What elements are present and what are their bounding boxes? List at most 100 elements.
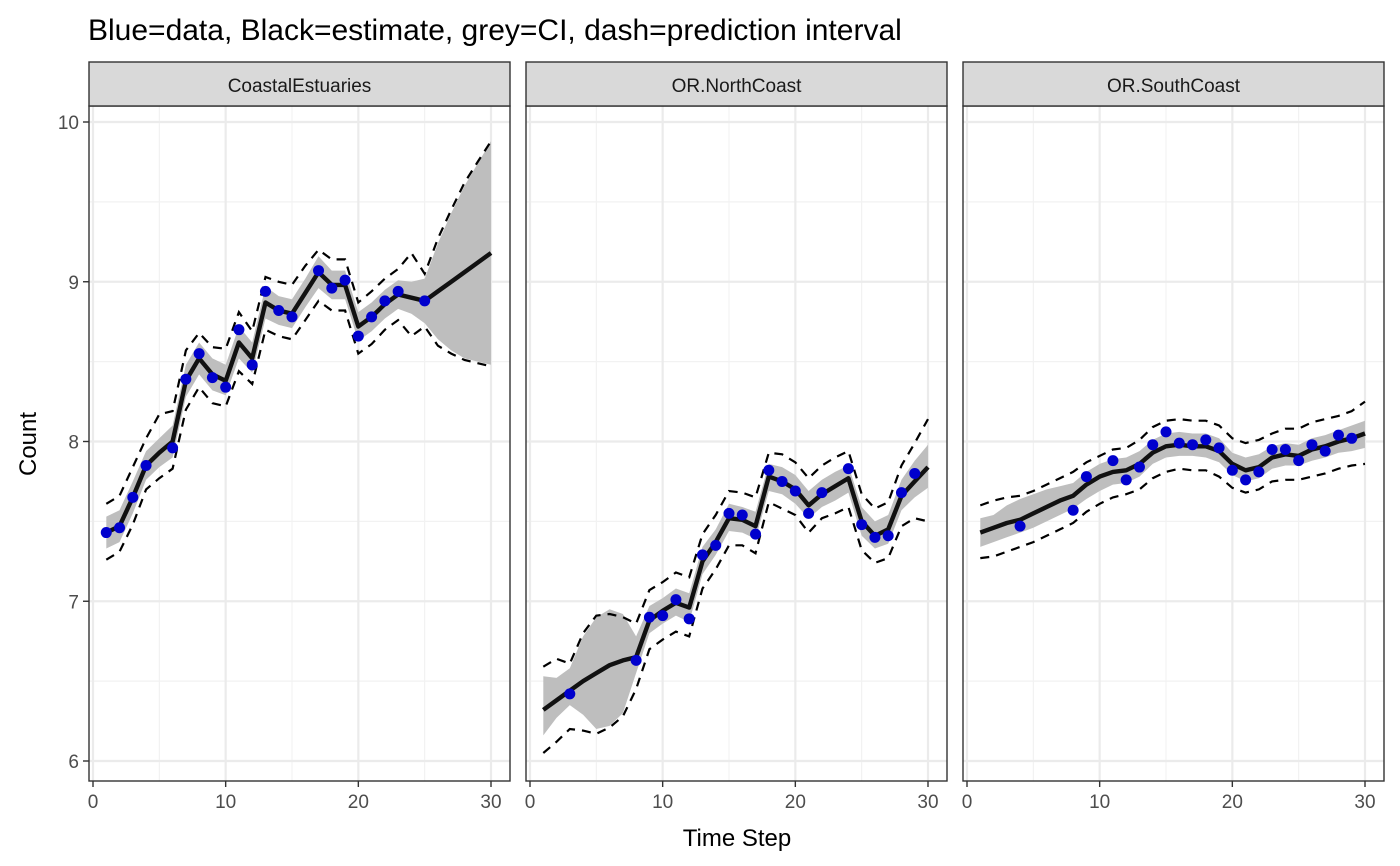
data-point [564, 688, 576, 700]
data-point [803, 507, 815, 519]
data-point [273, 305, 285, 317]
data-point [842, 463, 854, 475]
data-point [180, 373, 192, 385]
data-point [1067, 504, 1079, 516]
data-point [379, 295, 391, 307]
prediction-interval-upper [105, 140, 492, 505]
data-point [1200, 434, 1212, 446]
data-point [1306, 439, 1318, 451]
estimate-line [979, 431, 1366, 535]
data-point [909, 467, 921, 479]
data-point [1014, 520, 1026, 532]
data-point [1332, 429, 1344, 441]
panel-or-southcoast: OR.SouthCoast 0 10 20 30 [962, 61, 1385, 813]
panel-coastalestuaries: CoastalEstuaries 0 10 20 30 6 7 8 9 10 [58, 61, 511, 813]
y-tick-label: 10 [58, 113, 79, 134]
data-point [856, 519, 868, 531]
y-axis-label: Count [15, 412, 42, 476]
data-point [869, 531, 881, 543]
data-point [683, 613, 695, 625]
x-tick-label: 20 [348, 792, 369, 813]
prediction-interval-lower [542, 500, 929, 754]
data-point [1147, 439, 1159, 451]
data-point [1319, 445, 1331, 457]
x-tick-label: 20 [785, 792, 806, 813]
data-point [352, 330, 364, 342]
data-point [286, 311, 298, 323]
data-point [1107, 455, 1119, 467]
x-tick-label: 30 [917, 792, 938, 813]
data-point [1173, 437, 1185, 449]
x-tick-label: 10 [1089, 792, 1110, 813]
strip-label: OR.NorthCoast [672, 76, 803, 97]
data-point [246, 359, 258, 371]
prediction-interval-upper [979, 400, 1366, 507]
data-point [1293, 455, 1305, 467]
data-point [167, 442, 179, 454]
strip-label: CoastalEstuaries [228, 76, 372, 97]
data-point [1080, 471, 1092, 483]
panel-or-northcoast: OR.NorthCoast 0 10 20 30 [525, 61, 948, 813]
data-point [100, 527, 112, 539]
x-axis-label: Time Step [683, 825, 791, 852]
data-point [339, 274, 351, 286]
strip-background [962, 61, 1385, 107]
data-point [259, 285, 271, 297]
data-point [750, 528, 762, 540]
y-tick-label: 9 [68, 273, 79, 294]
data-point [736, 509, 748, 521]
data-point [1346, 432, 1358, 444]
x-tick-label: 0 [962, 792, 973, 813]
data-point [1133, 461, 1145, 473]
data-point [140, 459, 152, 471]
prediction-interval-lower [105, 299, 492, 561]
data-point [1187, 439, 1199, 451]
data-point [657, 610, 669, 622]
data-point [1213, 442, 1225, 454]
prediction-interval-lower [980, 462, 1366, 560]
data-point [710, 539, 722, 551]
y-tick-label: 8 [68, 433, 79, 454]
data-point [630, 654, 642, 666]
data-point [763, 464, 775, 476]
data-point [1279, 443, 1291, 455]
strip-background [525, 61, 948, 107]
data-point [419, 295, 431, 307]
x-tick-label: 30 [480, 792, 501, 813]
data-point [643, 611, 655, 623]
data-point [127, 491, 139, 503]
data-point [1120, 474, 1132, 486]
y-tick-label: 7 [68, 592, 79, 613]
data-point [723, 507, 735, 519]
strip-background [88, 61, 511, 107]
data-point [193, 348, 205, 360]
data-point [233, 324, 245, 336]
data-point [789, 485, 801, 497]
data-point [1240, 474, 1252, 486]
data-point [895, 487, 907, 499]
x-tick-label: 0 [88, 792, 99, 813]
data-point [696, 549, 708, 561]
data-point [816, 487, 828, 499]
x-tick-label: 10 [652, 792, 673, 813]
data-point [1253, 466, 1265, 478]
data-point [114, 522, 126, 534]
x-tick-label: 30 [1354, 792, 1375, 813]
prediction-interval-upper [542, 418, 929, 668]
x-tick-label: 10 [215, 792, 236, 813]
data-point [313, 265, 325, 277]
chart-title: Blue=data, Black=estimate, grey=CI, dash… [88, 14, 902, 47]
data-point [392, 285, 404, 297]
x-tick-label: 0 [525, 792, 536, 813]
data-point [220, 381, 232, 393]
x-tick-label: 20 [1222, 792, 1243, 813]
data-point [776, 475, 788, 487]
data-point [326, 282, 338, 294]
data-point [366, 311, 378, 323]
data-point [206, 372, 218, 384]
plot-background [89, 106, 510, 781]
data-point [670, 594, 682, 606]
data-point [1266, 443, 1278, 455]
